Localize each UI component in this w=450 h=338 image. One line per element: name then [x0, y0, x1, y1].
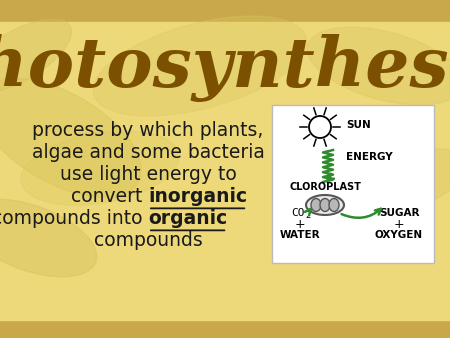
Text: 2: 2: [306, 212, 310, 220]
Text: SUGAR: SUGAR: [379, 208, 419, 218]
Ellipse shape: [21, 131, 179, 205]
Ellipse shape: [329, 198, 339, 212]
Ellipse shape: [311, 198, 321, 212]
Text: convert: convert: [71, 187, 148, 206]
Ellipse shape: [0, 199, 97, 277]
Text: +: +: [394, 217, 404, 231]
Ellipse shape: [93, 16, 307, 116]
Ellipse shape: [0, 19, 72, 93]
Text: WATER: WATER: [280, 230, 320, 240]
Text: SUN: SUN: [346, 120, 371, 130]
Text: compounds: compounds: [94, 231, 202, 249]
Text: CO: CO: [291, 208, 305, 218]
Ellipse shape: [320, 198, 330, 212]
Text: algae and some bacteria: algae and some bacteria: [32, 143, 265, 162]
Text: +: +: [295, 217, 305, 231]
Bar: [0, 320, 450, 338]
Text: inorganic: inorganic: [148, 187, 247, 206]
Text: OXYGEN: OXYGEN: [375, 230, 423, 240]
Text: use light energy to: use light energy to: [59, 165, 236, 184]
Text: organic: organic: [148, 209, 227, 227]
Ellipse shape: [306, 195, 344, 215]
Bar: [0, 0, 450, 22]
Ellipse shape: [343, 149, 450, 217]
Ellipse shape: [0, 78, 141, 197]
Bar: [0, 22, 450, 320]
FancyBboxPatch shape: [272, 105, 434, 263]
Text: Photosynthesis: Photosynthesis: [0, 34, 450, 102]
Text: CLOROPLAST: CLOROPLAST: [289, 182, 361, 192]
Text: ENERGY: ENERGY: [346, 152, 392, 162]
Text: process by which plants,: process by which plants,: [32, 121, 264, 140]
Ellipse shape: [307, 27, 450, 105]
Text: compounds into: compounds into: [0, 209, 148, 227]
